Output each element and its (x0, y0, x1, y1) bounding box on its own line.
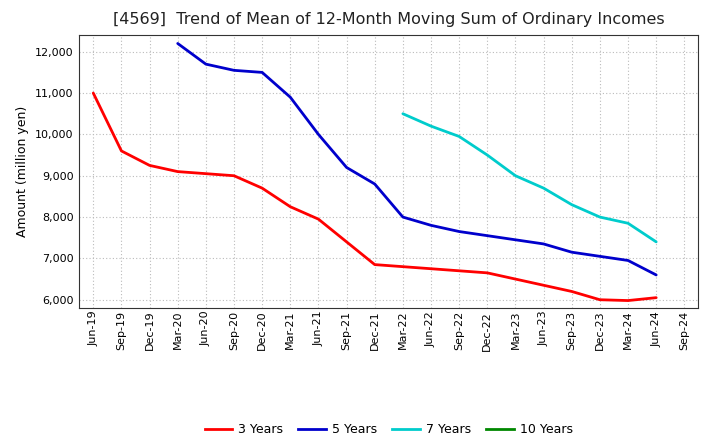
Title: [4569]  Trend of Mean of 12-Month Moving Sum of Ordinary Incomes: [4569] Trend of Mean of 12-Month Moving … (113, 12, 665, 27)
Y-axis label: Amount (million yen): Amount (million yen) (17, 106, 30, 237)
Legend: 3 Years, 5 Years, 7 Years, 10 Years: 3 Years, 5 Years, 7 Years, 10 Years (199, 418, 578, 440)
